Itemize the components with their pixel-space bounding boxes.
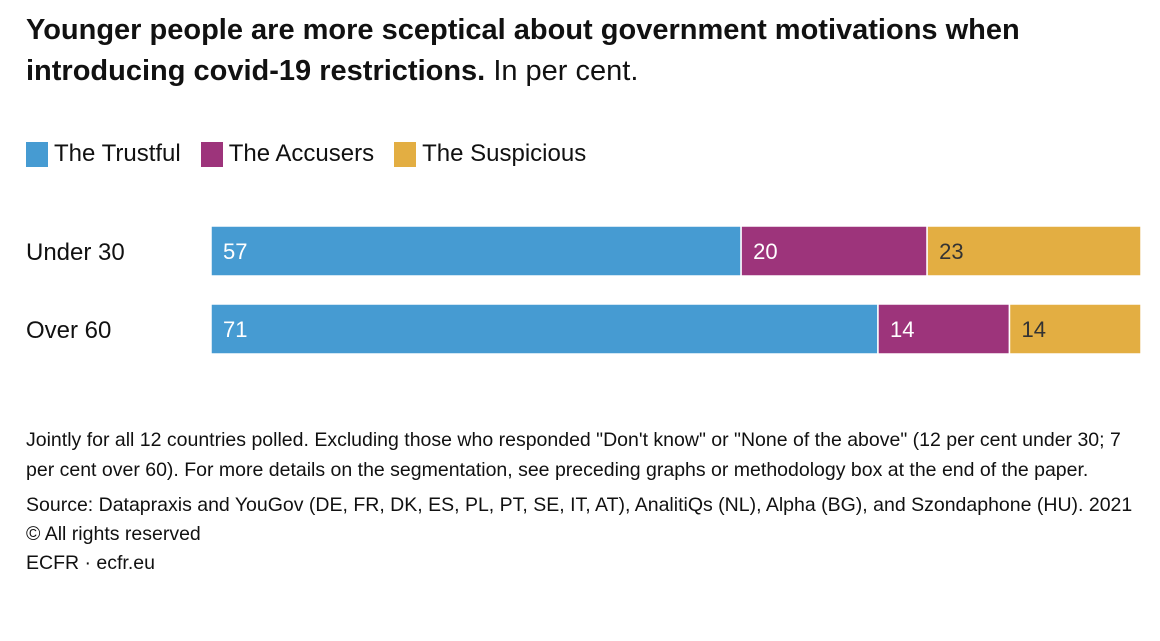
data-label: 23 — [939, 239, 963, 264]
legend-item-suspicious: The Suspicious — [394, 140, 586, 168]
source-text: Source: Datapraxis and YouGov (DE, FR, D… — [26, 494, 1133, 545]
bar-segment — [210, 303, 879, 355]
bar-segment — [926, 225, 1142, 277]
bar-segment — [740, 225, 928, 277]
data-label: 14 — [890, 317, 914, 342]
stacked-bar-chart: Under 30 57 20 23 Over 60 71 14 14 — [26, 225, 1142, 355]
legend-item-accusers: The Accusers — [200, 140, 375, 168]
bar-segment — [210, 225, 742, 277]
category-label: Over 60 — [26, 317, 111, 344]
legend-swatch — [394, 141, 417, 167]
chart-title: Younger people are more sceptical about … — [26, 10, 1146, 92]
legend-swatch — [26, 141, 48, 167]
chart-subtitle: In per cent. — [493, 55, 639, 87]
legend-label: The Suspicious — [422, 140, 587, 167]
legend: The Trustful The Accusers The Suspicious — [26, 140, 586, 168]
legend-item-trustful: The Trustful — [26, 140, 181, 168]
data-label: 57 — [223, 239, 247, 264]
bar-segment — [1008, 303, 1142, 355]
chart-title-main: Younger people are more sceptical about … — [26, 14, 1020, 87]
legend-label: The Accusers — [228, 140, 375, 167]
legend-swatch — [200, 141, 223, 167]
data-label: 20 — [753, 239, 777, 264]
data-label: 71 — [223, 317, 247, 342]
footnotes: Jointly for all 12 countries polled. Exc… — [26, 425, 1146, 584]
category-label: Under 30 — [26, 239, 125, 266]
legend-label: The Trustful — [54, 140, 181, 167]
footnote-text: Jointly for all 12 countries polled. Exc… — [26, 429, 1121, 481]
data-label: 14 — [1021, 317, 1045, 342]
credit-text: ECFR · ecfr.eu — [26, 552, 155, 574]
